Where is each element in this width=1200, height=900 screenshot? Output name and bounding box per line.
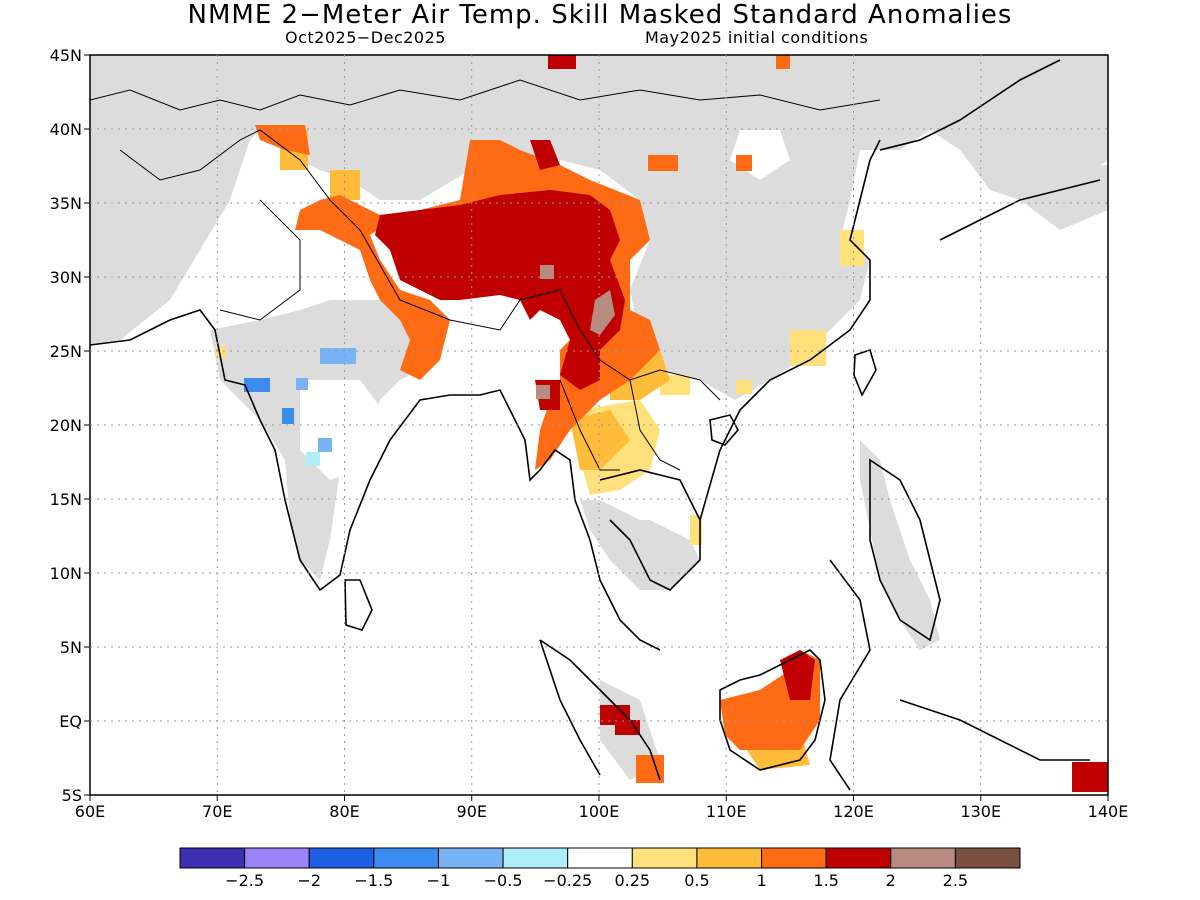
legend-label: −0.25 <box>543 871 592 890</box>
legend-swatch <box>954 847 1021 869</box>
legend-label: −0.5 <box>484 871 523 890</box>
lat-label: 30N <box>50 268 82 287</box>
legend-label: 2 <box>886 871 896 890</box>
lon-label: 70E <box>202 802 232 821</box>
legend-swatch <box>761 847 827 869</box>
initial-conditions: May2025 initial conditions <box>645 28 869 47</box>
lat-label: 15N <box>50 490 82 509</box>
legend-label: −1 <box>427 871 451 890</box>
forecast-period: Oct2025−Dec2025 <box>285 28 446 47</box>
legend-swatch <box>502 847 569 869</box>
lon-label: 120E <box>833 802 874 821</box>
lon-label: 110E <box>706 802 747 821</box>
legend-label: −2.5 <box>225 871 264 890</box>
legend-swatch <box>179 847 246 869</box>
lat-label: 35N <box>50 194 82 213</box>
legend-swatch <box>244 847 310 869</box>
lat-label: 25N <box>50 342 82 361</box>
lon-label: 100E <box>579 802 620 821</box>
legend-label: 1 <box>756 871 766 890</box>
lat-label: 20N <box>50 416 82 435</box>
color-bar-legend: −2.5 −2 −1.5 −1 −0.5 −0.25 0.25 0.5 1 1.5 2 2.5 <box>179 847 1021 890</box>
lat-label: 5S <box>62 786 82 805</box>
legend-swatch <box>825 847 892 869</box>
legend-label: −1.5 <box>354 871 393 890</box>
cool-anomalies <box>244 348 356 466</box>
lon-label: 80E <box>329 802 359 821</box>
anomaly-1.5-2 <box>375 55 1108 792</box>
lat-label: EQ <box>59 712 82 731</box>
lon-label: 130E <box>960 802 1001 821</box>
lat-label: 45N <box>50 46 82 65</box>
map-title: NMME 2−Meter Air Temp. Skill Masked Stan… <box>187 0 1013 30</box>
anomaly-2-2.5 <box>536 265 615 399</box>
legend-label: 2.5 <box>943 871 968 890</box>
graticule <box>90 55 1108 795</box>
legend-swatch <box>308 847 375 869</box>
lon-label: 140E <box>1088 802 1129 821</box>
legend-swatch <box>567 847 633 869</box>
lat-label: 10N <box>50 564 82 583</box>
lat-label: 40N <box>50 120 82 139</box>
legend-swatch <box>696 847 763 869</box>
lat-label: 5N <box>60 638 82 657</box>
map-plot-area <box>90 55 1108 792</box>
lon-label: 60E <box>75 802 105 821</box>
legend-swatch <box>373 847 439 869</box>
coastlines <box>90 59 1101 791</box>
legend-label: 0.5 <box>684 871 709 890</box>
lon-label: 90E <box>457 802 487 821</box>
legend-swatch <box>631 847 698 869</box>
legend-swatch <box>437 847 504 869</box>
legend-label: −2 <box>297 871 321 890</box>
legend-swatch <box>890 847 956 869</box>
country-borders <box>90 79 881 471</box>
legend-label: 1.5 <box>813 871 838 890</box>
legend-label: 0.25 <box>614 871 650 890</box>
